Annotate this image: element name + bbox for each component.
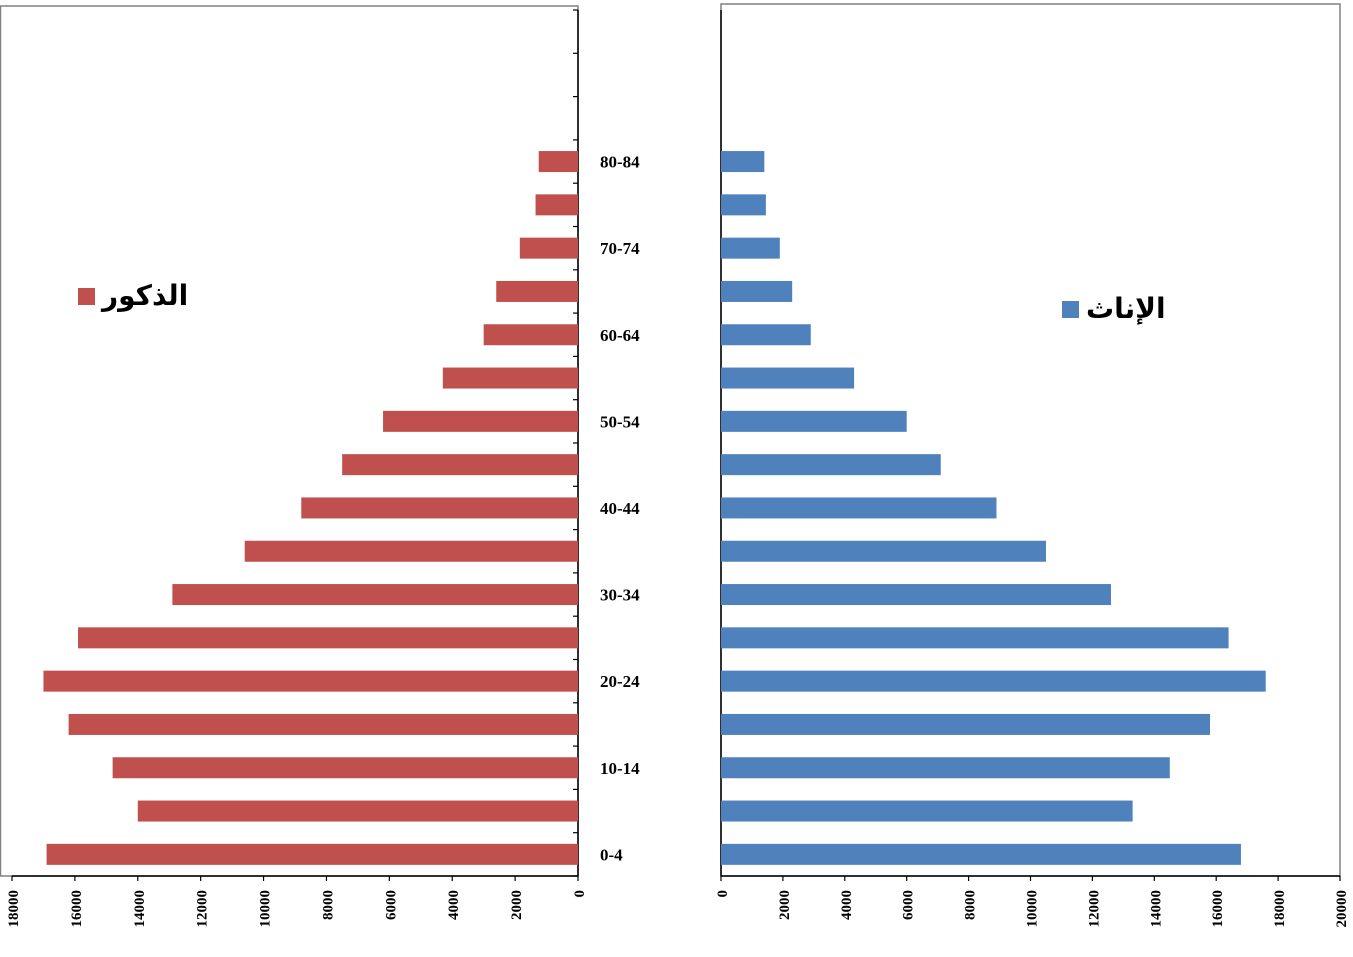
female-bar-55-59 (721, 367, 855, 389)
female-bar-0-4 (721, 843, 1241, 865)
female-tick-label-20000: 20000 (1334, 890, 1350, 928)
category-label-80-84: 80-84 (600, 153, 640, 172)
female-tick-label-4000: 4000 (839, 890, 855, 920)
male-bar-50-54 (383, 410, 578, 432)
female-tick-label-12000: 12000 (1086, 890, 1102, 928)
female-bar-10-14 (721, 757, 1170, 779)
male-bar-40-44 (301, 497, 578, 519)
male-tick-label-2000: 2000 (509, 890, 525, 920)
female-bar-45-49 (721, 454, 941, 476)
male-tick-label-12000: 12000 (195, 890, 211, 928)
male-bar-0-4 (46, 843, 579, 865)
female-legend-swatch (1062, 301, 1079, 318)
male-bar-15-19 (68, 713, 578, 735)
male-tick-label-0: 0 (572, 890, 588, 898)
female-tick-label-6000: 6000 (901, 890, 917, 920)
female-bar-75-79 (721, 194, 766, 216)
category-label-60-64: 60-64 (600, 326, 640, 345)
male-bar-30-34 (172, 584, 578, 606)
male-bar-65-69 (496, 280, 578, 302)
female-tick-label-18000: 18000 (1272, 890, 1288, 928)
male-bar-70-74 (519, 237, 578, 259)
female-tick-label-10000: 10000 (1025, 890, 1041, 928)
female-bar-70-74 (721, 237, 780, 259)
female-bar-60-64 (721, 324, 811, 346)
male-bar-10-14 (112, 757, 578, 779)
category-label-70-74: 70-74 (600, 239, 640, 258)
female-bar-15-19 (721, 713, 1211, 735)
male-tick-label-6000: 6000 (383, 890, 399, 920)
male-tick-label-10000: 10000 (258, 890, 274, 928)
male-bar-75-79 (535, 194, 578, 216)
male-bar-35-39 (244, 540, 578, 562)
category-label-0-4: 0-4 (600, 845, 623, 864)
female-tick-label-8000: 8000 (963, 890, 979, 920)
female-bar-5-9 (721, 800, 1133, 822)
female-bar-40-44 (721, 497, 997, 519)
category-label-50-54: 50-54 (600, 412, 640, 431)
category-label-30-34: 30-34 (600, 586, 640, 605)
male-tick-label-16000: 16000 (69, 890, 85, 928)
male-bar-55-59 (442, 367, 578, 389)
male-legend-swatch (78, 288, 95, 305)
male-legend-label: الذكور (100, 279, 188, 312)
male-plot-frame (0, 5, 579, 877)
female-legend-label: الإناث (1086, 292, 1166, 325)
female-tick-label-14000: 14000 (1148, 890, 1164, 928)
male-tick-label-14000: 14000 (132, 890, 148, 928)
category-label-40-44: 40-44 (600, 499, 640, 518)
male-bar-25-29 (78, 627, 579, 649)
category-label-10-14: 10-14 (600, 759, 640, 778)
male-bar-45-49 (342, 454, 578, 476)
male-bar-60-64 (483, 324, 578, 346)
female-bar-65-69 (721, 280, 793, 302)
female-bar-30-34 (721, 584, 1111, 606)
category-label-20-24: 20-24 (600, 672, 640, 691)
male-tick-label-18000: 18000 (6, 890, 22, 928)
female-tick-label-2000: 2000 (777, 890, 793, 920)
female-plot-frame (720, 3, 1341, 877)
male-bar-80-84 (538, 151, 578, 173)
female-tick-label-0: 0 (715, 890, 731, 898)
female-bar-80-84 (721, 151, 765, 173)
female-bar-25-29 (721, 627, 1229, 649)
female-bar-35-39 (721, 540, 1046, 562)
female-bar-50-54 (721, 410, 907, 432)
female-bar-20-24 (721, 670, 1266, 692)
male-tick-label-8000: 8000 (320, 890, 336, 920)
male-bar-20-24 (43, 670, 578, 692)
male-bar-5-9 (137, 800, 578, 822)
male-tick-label-4000: 4000 (446, 890, 462, 920)
female-tick-label-16000: 16000 (1210, 890, 1226, 928)
